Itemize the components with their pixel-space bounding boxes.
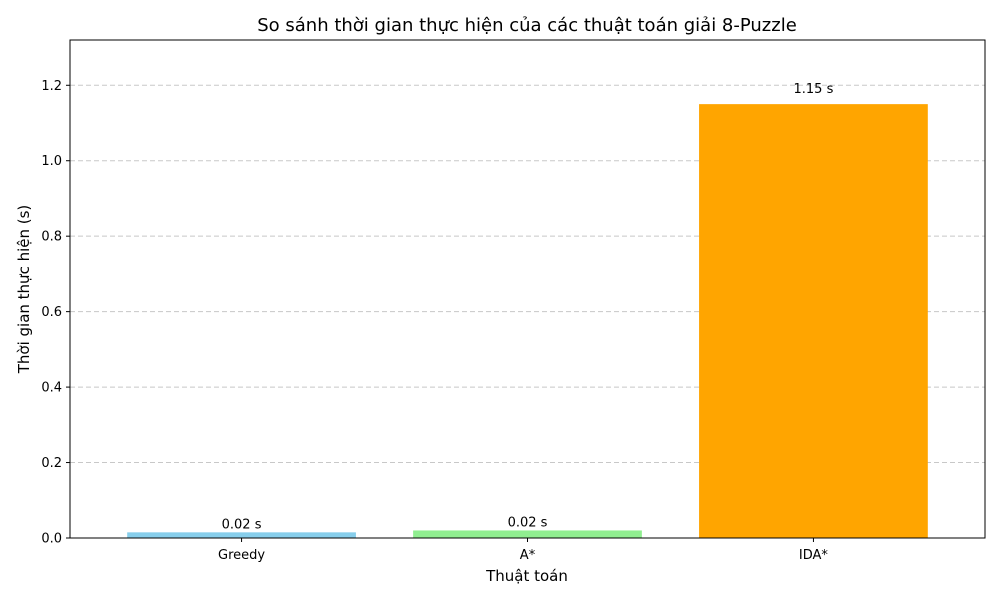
y-tick-label: 0.4 bbox=[41, 381, 62, 396]
x-tick-label: Greedy bbox=[218, 548, 265, 563]
y-tick-label: 0.8 bbox=[41, 230, 62, 245]
y-tick-label: 0.2 bbox=[41, 456, 62, 471]
y-gridlines bbox=[70, 84, 985, 464]
x-tick-label: A* bbox=[520, 548, 536, 563]
y-tick-label: 0.6 bbox=[41, 305, 62, 320]
y-axis: 0.0 0.2 0.4 0.6 0.8 1.0 1.2 bbox=[41, 79, 70, 547]
x-axis-label: Thuật toán bbox=[485, 567, 568, 585]
bar bbox=[699, 104, 928, 539]
bar bbox=[127, 532, 356, 538]
bar bbox=[413, 530, 642, 538]
data-labels: 0.02 s 0.02 s 1.15 s bbox=[222, 82, 834, 532]
x-tick-label: IDA* bbox=[799, 548, 829, 563]
bar-value-label: 0.02 s bbox=[508, 515, 548, 530]
bar-value-label: 0.02 s bbox=[222, 517, 262, 532]
x-axis: Greedy A* IDA* bbox=[218, 538, 828, 563]
chart-title: So sánh thời gian thực hiện của các thuậ… bbox=[257, 15, 797, 36]
bar-value-label: 1.15 s bbox=[794, 82, 834, 97]
y-tick-label: 1.0 bbox=[41, 154, 62, 169]
bars bbox=[127, 104, 928, 539]
y-axis-label: Thời gian thực hiện (s) bbox=[15, 205, 33, 375]
y-tick-label: 1.2 bbox=[41, 79, 62, 94]
y-tick-label: 0.0 bbox=[41, 532, 62, 547]
